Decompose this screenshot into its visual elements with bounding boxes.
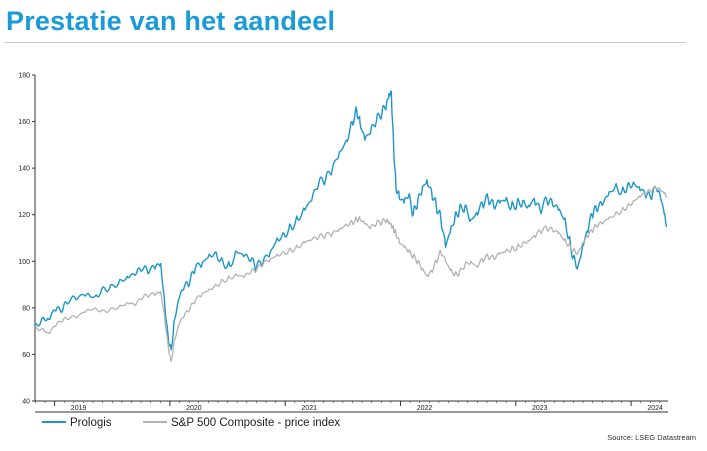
series-line-sp500 [34,185,668,363]
x-tick-label: 2020 [186,405,202,412]
y-tick-label: 180 [18,73,30,80]
x-tick-label: 2024 [647,405,663,412]
x-tick-label: 2022 [417,405,433,412]
y-tick-label: 40 [22,399,30,406]
y-tick-label: 60 [22,352,30,359]
x-tick-label: 2019 [71,405,87,412]
chart-axes: 40 60 80 100 120 140 160 180 2019 2020 2021 2022 202… [18,73,668,413]
source-note: Source: LSEG Datastream [607,433,696,442]
title-divider [4,42,686,43]
page-title: Prestatie van het aandeel [6,6,336,36]
chart-legend: Prologis S&P 500 Composite - price index [42,417,340,429]
x-tick-label: 2021 [301,405,317,412]
y-tick-label: 120 [18,212,30,219]
y-tick-label: 100 [18,259,30,266]
x-tick-label: 2023 [532,405,548,412]
legend-item-prologis-label: Prologis [70,417,112,429]
series-layer [34,90,668,363]
y-tick-label: 140 [18,166,30,173]
y-tick-label: 160 [18,119,30,126]
legend-item-sp500-label: S&P 500 Composite - price index [171,417,340,429]
y-tick-label: 80 [22,305,30,312]
